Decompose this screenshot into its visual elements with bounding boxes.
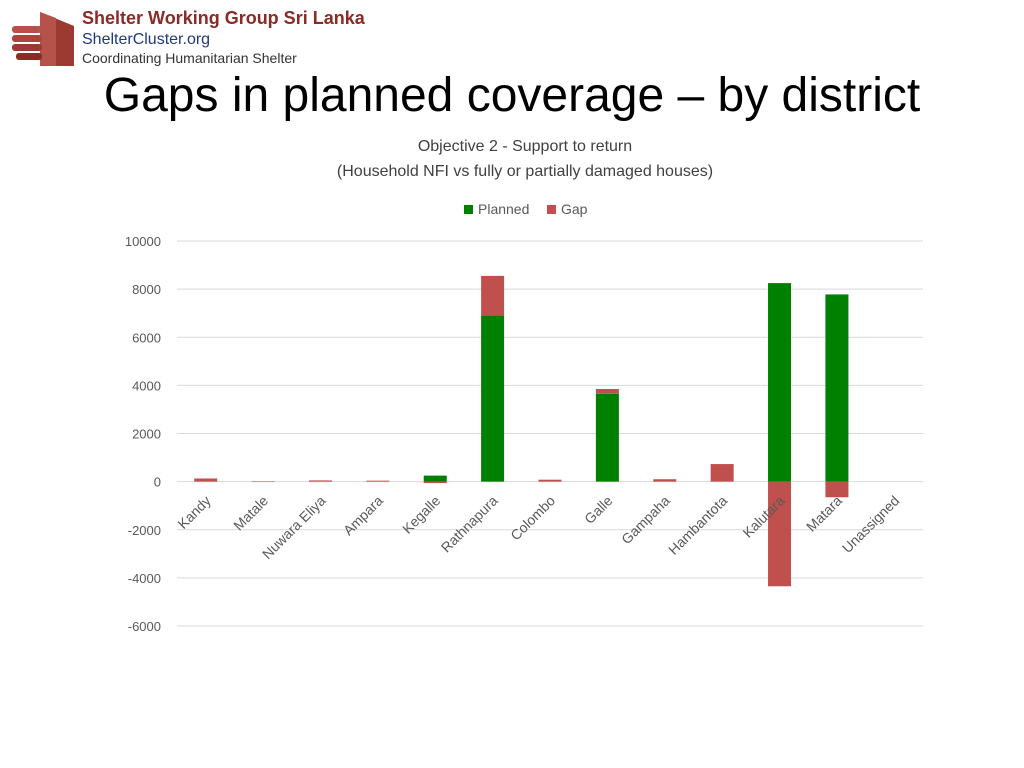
bar-planned — [423, 475, 447, 482]
hand-house-icon — [0, 0, 80, 72]
bar-gap — [423, 481, 447, 484]
y-tick-label: 6000 — [132, 330, 161, 345]
bar-gap — [194, 478, 218, 482]
x-tick-label: Kandy — [174, 492, 213, 531]
y-tick-label: 4000 — [132, 378, 161, 393]
x-tick-label: Colombo — [507, 492, 558, 543]
y-tick-label: -6000 — [128, 619, 161, 634]
bar-planned — [595, 393, 619, 482]
y-tick-label: -4000 — [128, 571, 161, 586]
x-tick-label: Galle — [581, 492, 616, 527]
slide-title: Gaps in planned coverage – by district — [103, 69, 921, 122]
bar-planned — [481, 315, 505, 482]
y-tick-label: 10000 — [125, 234, 161, 249]
bar-planned — [768, 283, 792, 482]
legend-swatch-planned — [464, 205, 473, 214]
y-tick-label: 8000 — [132, 282, 161, 297]
x-tick-label: Hambantota — [665, 492, 730, 557]
bar-gap — [768, 481, 792, 587]
logo-title: Shelter Working Group Sri Lanka — [82, 8, 365, 28]
x-tick-label: Gampaha — [618, 492, 673, 547]
legend-label-gap: Gap — [561, 201, 588, 217]
chart-title: Objective 2 - Support to return — [417, 138, 633, 155]
bar-gap — [825, 481, 849, 498]
chart-subtitle: (Household NFI vs fully or partially dam… — [336, 163, 714, 180]
bar-gap — [481, 275, 505, 316]
logo-url: ShelterCluster.org — [82, 31, 211, 48]
logo-tagline: Coordinating Humanitarian Shelter — [82, 50, 297, 66]
legend-label-planned: Planned — [478, 201, 529, 217]
bar-gap — [366, 480, 390, 482]
bar-gap — [653, 479, 677, 482]
x-tick-label: Ampara — [340, 492, 386, 538]
x-tick-label: Matara — [803, 492, 845, 534]
bar-gap — [538, 479, 562, 482]
logo: Shelter Working Group Sri Lanka ShelterC… — [0, 0, 378, 72]
bar-gap — [710, 464, 734, 482]
bar-planned — [825, 294, 849, 482]
bar-gap — [308, 480, 332, 482]
bar-gap — [595, 388, 619, 394]
y-tick-label: 0 — [154, 475, 161, 490]
legend-swatch-gap — [547, 205, 556, 214]
x-tick-label: Unassigned — [839, 492, 903, 556]
x-tick-label: Matale — [230, 492, 271, 533]
y-tick-label: -2000 — [128, 523, 161, 538]
y-tick-label: 2000 — [132, 427, 161, 442]
x-tick-label: Rathnapura — [438, 492, 501, 555]
